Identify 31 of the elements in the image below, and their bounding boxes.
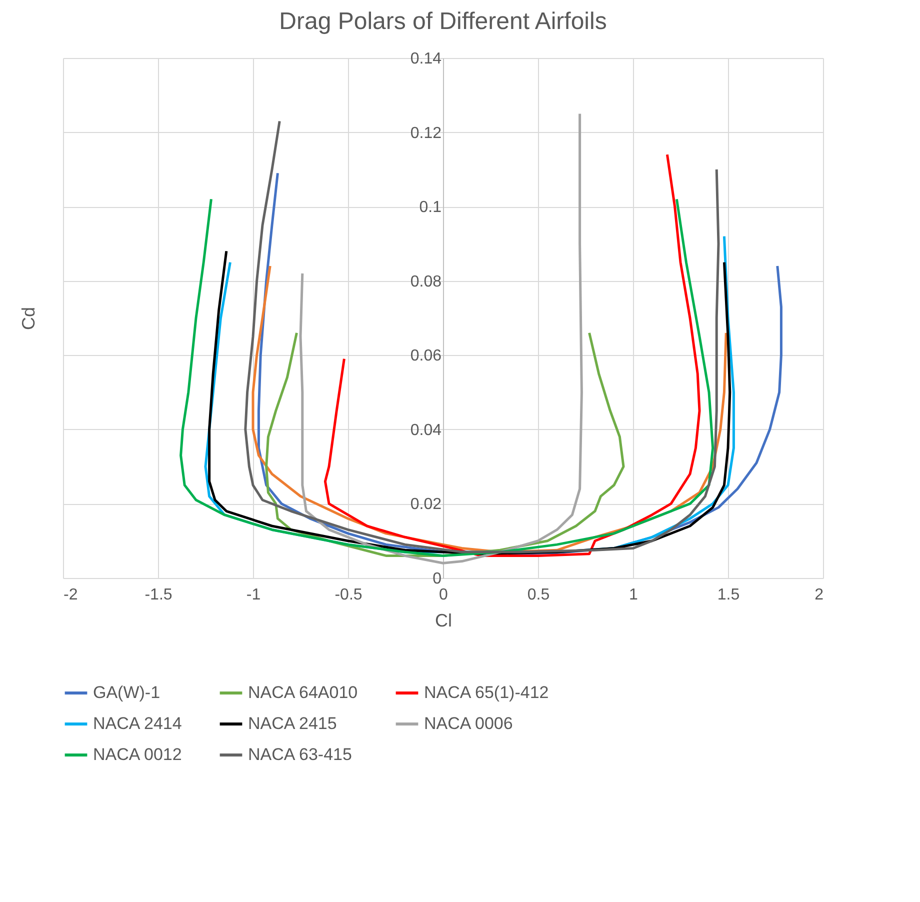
y-tick-label: 0.04	[410, 422, 442, 439]
line-series	[180, 198, 714, 557]
x-tick-label: -2	[64, 586, 78, 604]
legend-label: GA(W)-1	[93, 683, 160, 702]
y-tick-label: 0.08	[410, 273, 442, 290]
line-series	[244, 120, 720, 554]
x-tick-label: -0.5	[334, 586, 362, 604]
line-series	[324, 153, 701, 557]
y-tick-label: 0	[432, 570, 442, 588]
x-tick-label: 2	[814, 586, 824, 604]
legend-label: NACA 63-415	[248, 745, 352, 764]
x-tick-label: 1	[629, 586, 638, 604]
x-axis-title: Cl	[435, 610, 452, 630]
legend-label: NACA 64A010	[248, 683, 358, 702]
y-axis-title: Cd	[18, 306, 38, 330]
x-tick-label: 1.5	[717, 586, 740, 604]
x-tick-label: -1.5	[144, 586, 172, 604]
legend-label: NACA 0006	[424, 714, 513, 733]
y-tick-label: 0.1	[419, 199, 442, 216]
x-tick-label: 0.5	[527, 586, 550, 604]
legend-label: NACA 0012	[93, 745, 182, 764]
legend-label: NACA 2415	[248, 714, 337, 733]
legend-label: NACA 65(1)-412	[424, 683, 549, 702]
y-tick-label: 0.06	[410, 348, 442, 365]
chart-title: Drag Polars of Different Airfoils	[279, 8, 607, 35]
y-tick-label: 0.02	[410, 496, 442, 514]
line-series	[299, 112, 583, 564]
legend-label: NACA 2414	[93, 714, 182, 733]
y-tick-label: 0.12	[410, 124, 442, 142]
x-tick-label: -1	[246, 586, 261, 604]
y-tick-label: 0.14	[410, 50, 442, 68]
